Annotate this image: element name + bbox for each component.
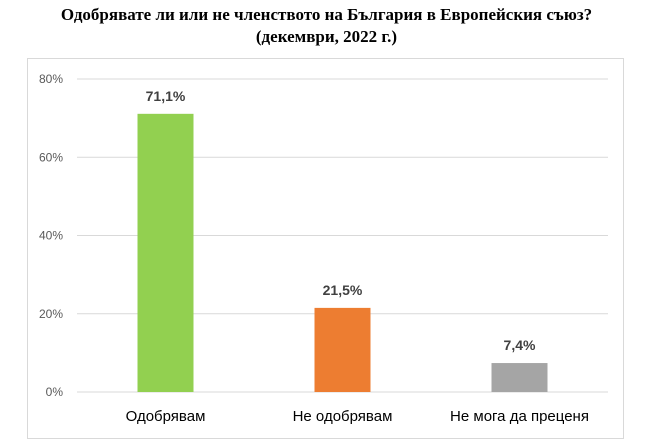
chart-title-line-2: (декември, 2022 г.) bbox=[255, 27, 398, 46]
chart-title-line-1: Одобрявате ли или не членството на Бълга… bbox=[60, 5, 593, 24]
y-tick-label: 80% bbox=[39, 72, 63, 86]
y-tick-label: 60% bbox=[39, 150, 63, 164]
bar bbox=[137, 113, 194, 392]
y-tick-label: 40% bbox=[39, 229, 63, 243]
y-tick-label: 20% bbox=[39, 307, 63, 321]
data-label: 21,5% bbox=[323, 282, 363, 298]
bar bbox=[314, 307, 371, 392]
y-tick-label: 0% bbox=[46, 385, 64, 399]
x-tick-label: Не одобрявам bbox=[293, 408, 393, 425]
chart-title: Одобрявате ли или не членството на Бълга… bbox=[0, 4, 653, 48]
data-label: 7,4% bbox=[504, 337, 536, 353]
x-tick-label: Одобрявам bbox=[126, 408, 206, 425]
data-label: 71,1% bbox=[146, 88, 186, 104]
x-tick-label: Не мога да преценя bbox=[450, 408, 589, 425]
bar bbox=[491, 363, 548, 392]
